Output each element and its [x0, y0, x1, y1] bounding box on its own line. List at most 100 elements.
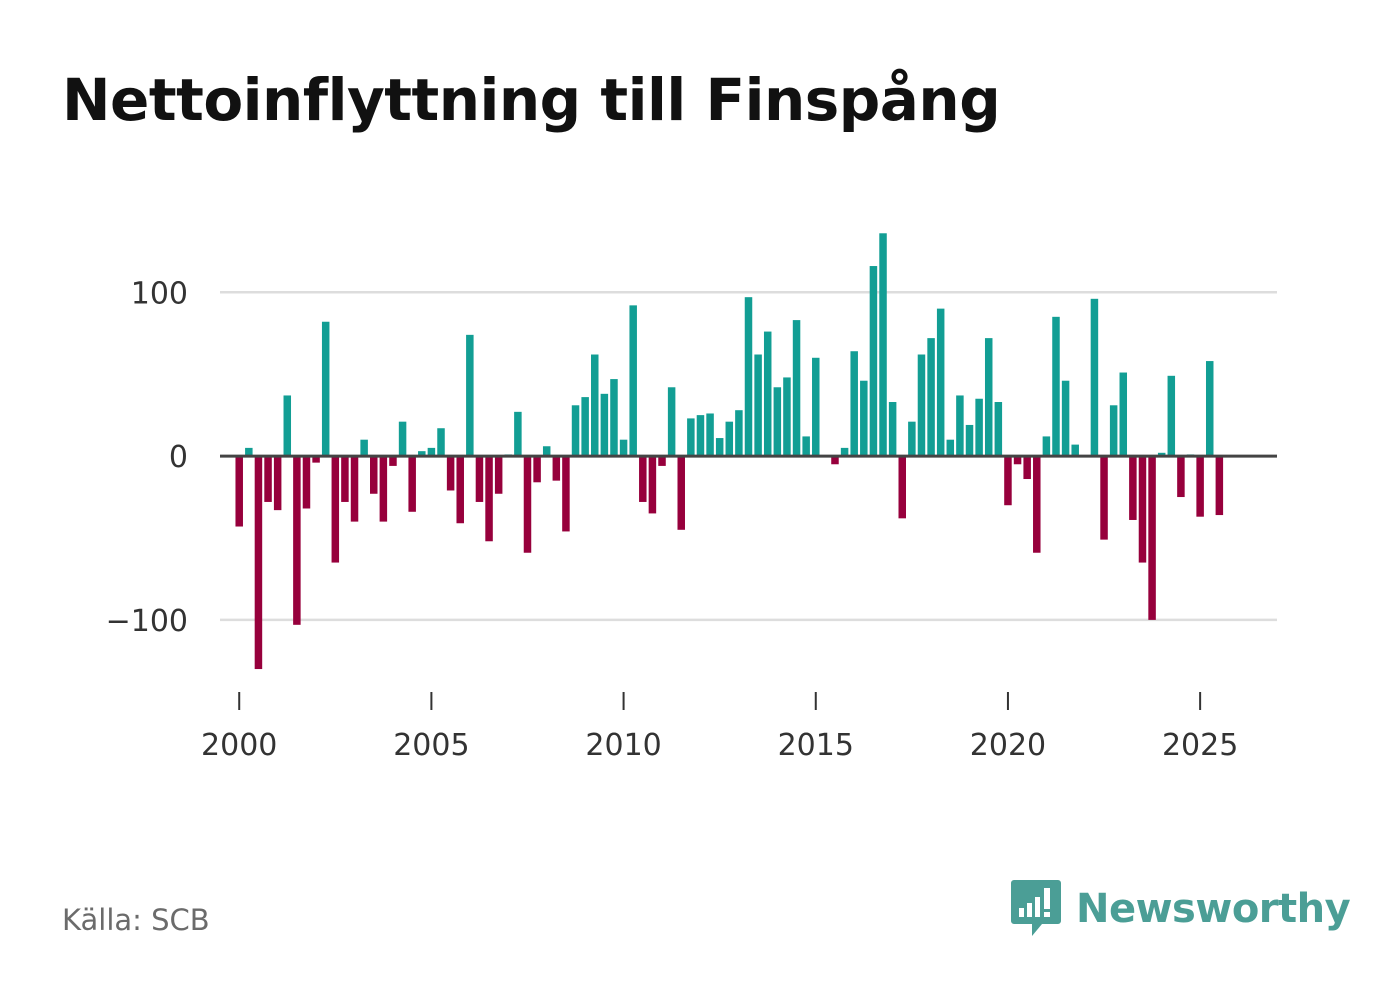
- bar[interactable]: [283, 395, 292, 457]
- bar[interactable]: [466, 334, 474, 457]
- bar[interactable]: [956, 395, 964, 457]
- bar[interactable]: [735, 410, 743, 457]
- bar[interactable]: [312, 456, 320, 463]
- bar[interactable]: [1023, 456, 1031, 480]
- bar[interactable]: [581, 397, 589, 457]
- bar[interactable]: [1013, 456, 1022, 465]
- bar[interactable]: [696, 415, 705, 457]
- bar[interactable]: [936, 308, 945, 457]
- bar[interactable]: [927, 338, 935, 457]
- bar[interactable]: [984, 338, 993, 457]
- bar[interactable]: [562, 456, 570, 532]
- bar[interactable]: [619, 439, 628, 457]
- bar[interactable]: [1205, 361, 1214, 457]
- bar[interactable]: [418, 451, 426, 457]
- bar[interactable]: [1177, 456, 1185, 498]
- bar[interactable]: [293, 456, 301, 625]
- bar[interactable]: [379, 456, 388, 522]
- newsworthy-logo[interactable]: Newsworthy: [1010, 878, 1351, 940]
- bar[interactable]: [831, 456, 839, 465]
- bar[interactable]: [639, 456, 647, 502]
- bar[interactable]: [1071, 444, 1079, 457]
- bar[interactable]: [994, 402, 1003, 457]
- bar[interactable]: [898, 456, 907, 519]
- bar[interactable]: [946, 439, 955, 457]
- bar[interactable]: [860, 380, 868, 457]
- bar[interactable]: [667, 387, 676, 457]
- bar[interactable]: [245, 447, 253, 457]
- bar[interactable]: [331, 456, 340, 563]
- bar[interactable]: [341, 456, 349, 502]
- bar[interactable]: [975, 398, 983, 457]
- bar[interactable]: [1100, 456, 1108, 540]
- bar[interactable]: [552, 456, 561, 481]
- bar[interactable]: [273, 456, 282, 511]
- bar[interactable]: [494, 456, 503, 494]
- bar[interactable]: [850, 351, 858, 457]
- bar[interactable]: [1138, 456, 1147, 563]
- bar[interactable]: [965, 424, 974, 457]
- bar[interactable]: [1167, 375, 1176, 457]
- bar[interactable]: [1090, 298, 1099, 457]
- bar[interactable]: [1033, 456, 1041, 553]
- bar[interactable]: [360, 439, 368, 457]
- bar[interactable]: [600, 393, 609, 457]
- bar[interactable]: [629, 305, 637, 457]
- bar[interactable]: [773, 387, 782, 457]
- bar[interactable]: [1148, 456, 1156, 620]
- bar[interactable]: [1042, 436, 1051, 457]
- bar[interactable]: [591, 354, 599, 457]
- bar[interactable]: [812, 357, 820, 457]
- bar[interactable]: [446, 456, 455, 491]
- bar[interactable]: [1061, 380, 1070, 457]
- bar[interactable]: [1052, 316, 1060, 457]
- bar[interactable]: [840, 447, 849, 457]
- bar[interactable]: [1004, 456, 1012, 506]
- bar[interactable]: [754, 354, 762, 457]
- bar[interactable]: [514, 411, 522, 457]
- bar[interactable]: [1129, 456, 1137, 520]
- bar[interactable]: [235, 456, 243, 527]
- bar[interactable]: [687, 418, 695, 457]
- bar[interactable]: [389, 456, 397, 466]
- bar[interactable]: [744, 297, 753, 457]
- bar[interactable]: [917, 354, 926, 457]
- bar[interactable]: [533, 456, 541, 483]
- bar[interactable]: [1196, 456, 1204, 517]
- bar[interactable]: [715, 438, 724, 457]
- bar[interactable]: [302, 456, 311, 509]
- bar[interactable]: [763, 331, 772, 457]
- bar[interactable]: [783, 377, 791, 457]
- bar[interactable]: [802, 436, 810, 457]
- bar[interactable]: [350, 456, 359, 522]
- bar[interactable]: [408, 456, 416, 512]
- bar[interactable]: [485, 456, 493, 542]
- bar[interactable]: [1215, 456, 1224, 516]
- bar[interactable]: [908, 421, 916, 457]
- bar[interactable]: [523, 456, 532, 553]
- bar[interactable]: [610, 379, 618, 457]
- bar[interactable]: [437, 428, 445, 457]
- bar[interactable]: [370, 456, 378, 494]
- bar[interactable]: [456, 456, 464, 524]
- bar[interactable]: [648, 456, 657, 514]
- bar[interactable]: [254, 456, 263, 670]
- bar[interactable]: [888, 402, 897, 457]
- bar[interactable]: [1119, 372, 1128, 457]
- bar[interactable]: [725, 421, 734, 457]
- bar[interactable]: [792, 320, 801, 457]
- bar[interactable]: [658, 456, 666, 466]
- bar[interactable]: [427, 447, 436, 457]
- bar[interactable]: [879, 233, 887, 457]
- bar[interactable]: [677, 456, 685, 530]
- bar[interactable]: [398, 421, 407, 457]
- bar[interactable]: [1157, 452, 1166, 457]
- bar[interactable]: [869, 266, 878, 457]
- bar[interactable]: [475, 456, 484, 502]
- bar[interactable]: [1109, 405, 1118, 457]
- bar[interactable]: [571, 405, 580, 457]
- bar[interactable]: [542, 446, 551, 457]
- bar[interactable]: [321, 321, 330, 457]
- bar[interactable]: [264, 456, 272, 502]
- bar[interactable]: [706, 413, 714, 457]
